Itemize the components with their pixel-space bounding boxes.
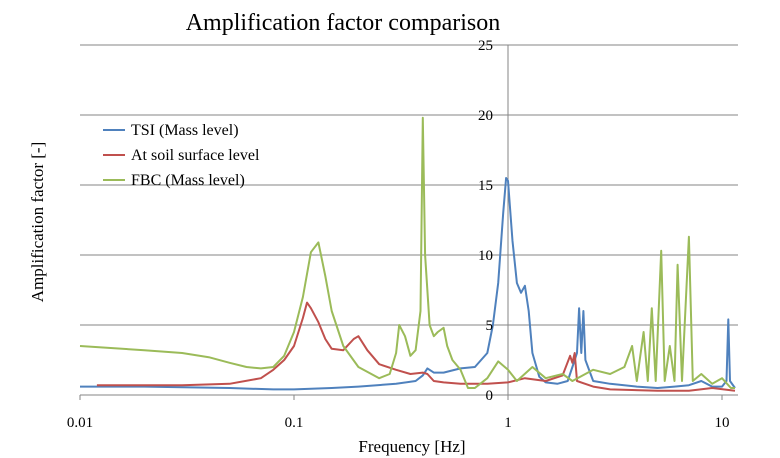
series-lines [79, 116, 736, 392]
legend-item-3: FBC (Mass level) [103, 172, 245, 189]
gridlines [80, 44, 738, 326]
y-tick-label: 5 [486, 318, 494, 334]
series-line-2 [96, 301, 736, 392]
x-axis-title: Frequency [Hz] [358, 437, 465, 456]
chart-title: Amplification factor comparison [186, 10, 501, 36]
x-tick-label: 1 [504, 415, 512, 431]
y-tick-label: 10 [478, 248, 493, 264]
legend-item-2: At soil surface level [103, 147, 260, 164]
y-tick-label: 0 [486, 388, 494, 404]
y-tick-label: 15 [478, 178, 493, 194]
legend-label: At soil surface level [131, 147, 260, 164]
y-axis-title: Amplification factor [-] [28, 142, 47, 303]
x-tick-label: 10 [715, 415, 730, 431]
x-tick-labels: 0.01 0.1 1 10 [67, 415, 730, 431]
y-tick-labels: 0 5 10 15 20 25 [478, 38, 493, 404]
series-line-1 [80, 177, 736, 391]
axes [79, 44, 738, 400]
legend: TSI (Mass level) At soil surface level FBC… [103, 122, 260, 189]
x-tick-label: 0.01 [67, 415, 93, 431]
series-line-3 [79, 116, 735, 389]
legend-label: FBC (Mass level) [131, 172, 245, 189]
legend-label: TSI (Mass level) [131, 122, 239, 139]
legend-item-1: TSI (Mass level) [103, 122, 239, 139]
y-tick-label: 20 [478, 108, 493, 124]
x-tick-label: 0.1 [285, 415, 304, 431]
y-tick-label: 25 [478, 38, 493, 54]
